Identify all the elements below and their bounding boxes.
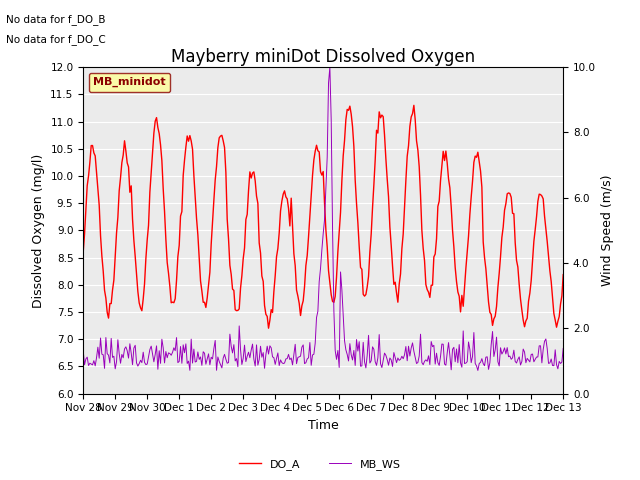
DO_A: [93, 169, 100, 175]
MB_WS: [79, 348, 87, 354]
MB_WS: [559, 346, 567, 351]
DO_A: [381, 132, 388, 138]
MB_WS: [503, 345, 511, 350]
Y-axis label: Dissolved Oxygen (mg/l): Dissolved Oxygen (mg/l): [31, 153, 45, 308]
DO_A: [503, 191, 511, 197]
DO_A: [410, 102, 418, 108]
Title: Mayberry miniDot Dissolved Oxygen: Mayberry miniDot Dissolved Oxygen: [171, 48, 476, 66]
MB_WS: [354, 348, 362, 354]
DO_A: [559, 272, 567, 277]
Y-axis label: Wind Speed (m/s): Wind Speed (m/s): [602, 175, 614, 286]
Text: No data for f_DO_C: No data for f_DO_C: [6, 34, 106, 45]
MB_WS: [474, 368, 482, 373]
MB_WS: [169, 349, 177, 355]
Text: No data for f_DO_B: No data for f_DO_B: [6, 14, 106, 25]
MB_WS: [326, 64, 333, 70]
Line: MB_WS: MB_WS: [83, 67, 563, 371]
Legend: DO_A, MB_WS: DO_A, MB_WS: [235, 455, 405, 474]
MB_WS: [370, 347, 378, 352]
DO_A: [370, 182, 378, 188]
DO_A: [169, 299, 177, 305]
DO_A: [354, 220, 362, 226]
Legend: MB_minidot: MB_minidot: [89, 73, 170, 92]
DO_A: [79, 250, 87, 255]
X-axis label: Time: Time: [308, 419, 339, 432]
MB_WS: [381, 350, 388, 356]
DO_A: [265, 325, 273, 331]
Line: DO_A: DO_A: [83, 105, 563, 328]
MB_WS: [93, 355, 100, 360]
